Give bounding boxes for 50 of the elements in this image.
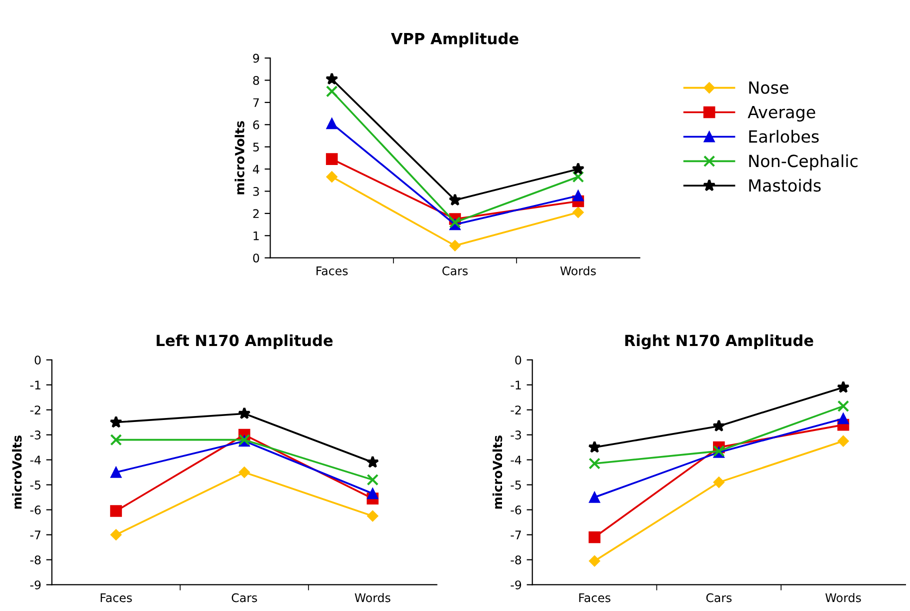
y-tick-label: 7 [253, 98, 259, 107]
y-axis-title: microVolts [12, 436, 22, 509]
x-tick-label: Cars [232, 593, 257, 602]
y-tick-label: -1 [510, 380, 521, 390]
chart-title: Right N170 Amplitude [625, 334, 814, 350]
y-tick-label: -3 [30, 430, 41, 440]
y-tick-label: -2 [510, 406, 521, 414]
y-tick-label: -2 [30, 406, 40, 414]
y-tick-label: 0 [34, 356, 41, 365]
y-tick-label: 5 [253, 142, 259, 152]
legend-label: Mastoids [749, 178, 821, 192]
x-tick-label: Faces [100, 593, 132, 602]
legend-label: Average [748, 106, 816, 122]
legend-label: Non-Cephalic [749, 154, 858, 170]
y-tick-label: 0 [253, 254, 260, 262]
y-tick-label: -9 [30, 580, 41, 590]
y-axis-title: microVolts [234, 121, 244, 194]
legend-label: Nose [749, 81, 788, 94]
y-tick-label: 8 [253, 76, 260, 85]
y-tick-label: -5 [510, 480, 521, 490]
y-tick-label: -5 [30, 480, 40, 490]
chart-title: Left N170 Amplitude [156, 334, 333, 350]
y-tick-label: 9 [253, 54, 260, 63]
y-tick-label: -1 [30, 380, 40, 390]
y-tick-label: -6 [510, 506, 522, 514]
x-tick-label: Cars [706, 593, 732, 602]
x-tick-label: Words [560, 266, 596, 276]
y-tick-label: -9 [510, 580, 522, 590]
y-tick-label: 2 [253, 209, 259, 218]
y-tick-label: -6 [30, 506, 41, 514]
y-tick-label: 4 [252, 164, 260, 174]
legend-label: Earlobes [749, 130, 819, 143]
y-tick-label: -3 [510, 430, 521, 440]
x-tick-label: Cars [442, 266, 468, 276]
y-tick-label: 3 [253, 186, 259, 196]
y-tick-label: 0 [515, 356, 522, 365]
x-tick-label: Words [354, 593, 390, 602]
y-tick-label: -4 [30, 456, 41, 464]
x-tick-label: Faces [579, 593, 610, 602]
x-tick-label: Faces [316, 266, 348, 276]
y-tick-label: -7 [30, 530, 40, 540]
x-tick-label: Words [825, 593, 861, 602]
y-tick-label: -8 [30, 555, 41, 564]
y-tick-label: -8 [510, 555, 522, 564]
chart-title: VPP Amplitude [390, 32, 518, 48]
y-tick-label: 1 [254, 232, 259, 240]
y-tick-label: -7 [510, 530, 521, 540]
y-axis-title: microVolts [492, 436, 502, 509]
y-tick-label: 6 [253, 120, 260, 130]
y-tick-label: -4 [510, 456, 522, 464]
